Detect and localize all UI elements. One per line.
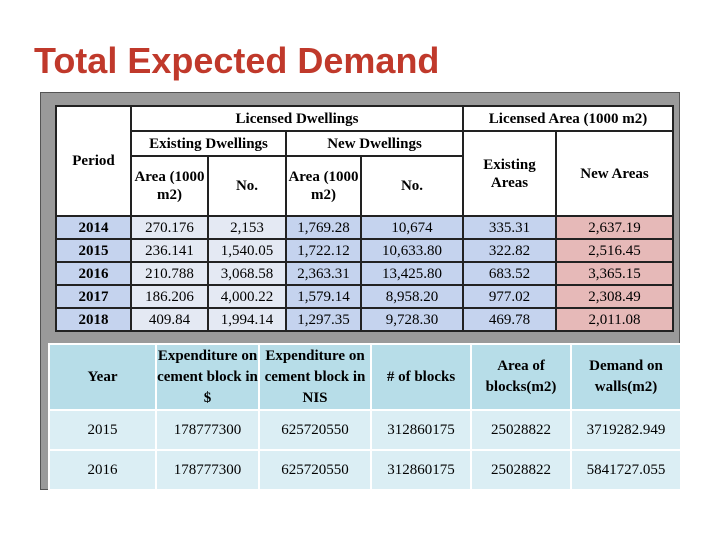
header-cell: Area (1000 m2) [130, 155, 209, 217]
table-cell: 25028822 [470, 449, 572, 491]
table-cell: 469.78 [462, 307, 557, 332]
table-cell: 8,958.20 [360, 284, 464, 309]
demand-table: Year Expenditure on cement block in $ Expe… [48, 343, 682, 491]
header-cell: Expenditure on cement block in NIS [258, 343, 372, 411]
header-cell: Demand on walls(m2) [570, 343, 682, 411]
table-cell: 270.176 [130, 215, 209, 240]
table-cell: 322.82 [462, 238, 557, 263]
table-cell: 2016 [48, 449, 157, 491]
table-cell: 10,674 [360, 215, 464, 240]
header-cell: Area of blocks(m2) [470, 343, 572, 411]
table-cell: 1,994.14 [207, 307, 287, 332]
header-cell: Existing Areas [462, 130, 557, 217]
table-cell: 10,633.80 [360, 238, 464, 263]
table-cell: 2015 [55, 238, 132, 263]
table-cell: 2015 [48, 409, 157, 451]
table-cell: 2,153 [207, 215, 287, 240]
dwellings-table: Period Licensed Dwellings Licensed Area … [55, 105, 675, 332]
table-cell: 335.31 [462, 215, 557, 240]
header-cell: Expenditure on cement block in $ [155, 343, 260, 411]
header-cell: No. [360, 155, 464, 217]
header-cell: Existing Dwellings [130, 130, 287, 157]
table-cell: 5841727.055 [570, 449, 682, 491]
header-cell: Period [55, 105, 132, 217]
table-cell: 2,516.45 [554, 238, 675, 263]
header-cell: Year [48, 343, 157, 411]
table-cell: 13,425.80 [360, 261, 464, 286]
table-cell: 25028822 [470, 409, 572, 451]
header-cell: Licensed Dwellings [130, 105, 464, 132]
table-cell: 9,728.30 [360, 307, 464, 332]
table-cell: 3719282.949 [570, 409, 682, 451]
table-cell: 2014 [55, 215, 132, 240]
table-cell: 409.84 [130, 307, 209, 332]
table-cell: 977.02 [462, 284, 557, 309]
table-cell: 1,297.35 [285, 307, 362, 332]
table-cell: 625720550 [258, 409, 372, 451]
table-cell: 312860175 [370, 409, 472, 451]
header-cell: Area (1000 m2) [285, 155, 362, 217]
table-cell: 1,540.05 [207, 238, 287, 263]
table-cell: 186.206 [130, 284, 209, 309]
table-cell: 312860175 [370, 449, 472, 491]
table-cell: 1,769.28 [285, 215, 362, 240]
table-cell: 3,068.58 [207, 261, 287, 286]
table-cell: 2017 [55, 284, 132, 309]
header-cell: New Areas [554, 130, 675, 217]
header-cell: # of blocks [370, 343, 472, 411]
table-cell: 178777300 [155, 409, 260, 451]
table-cell: 3,365.15 [554, 261, 675, 286]
table-cell: 2,363.31 [285, 261, 362, 286]
table-cell: 2,637.19 [554, 215, 675, 240]
table-cell: 2,011.08 [554, 307, 675, 332]
table-cell: 210.788 [130, 261, 209, 286]
header-cell: No. [207, 155, 287, 217]
header-cell: Licensed Area (1000 m2) [461, 105, 675, 132]
table-cell: 625720550 [258, 449, 372, 491]
table-cell: 178777300 [155, 449, 260, 491]
slide-title: Total Expected Demand [34, 40, 440, 81]
table-cell: 1,579.14 [285, 284, 362, 309]
table-cell: 2018 [55, 307, 132, 332]
table-cell: 1,722.12 [285, 238, 362, 263]
table-cell: 2,308.49 [554, 284, 675, 309]
header-cell: New Dwellings [285, 130, 464, 157]
table-cell: 4,000.22 [207, 284, 287, 309]
table-cell: 2016 [55, 261, 132, 286]
table-cell: 683.52 [462, 261, 557, 286]
table-cell: 236.141 [130, 238, 209, 263]
